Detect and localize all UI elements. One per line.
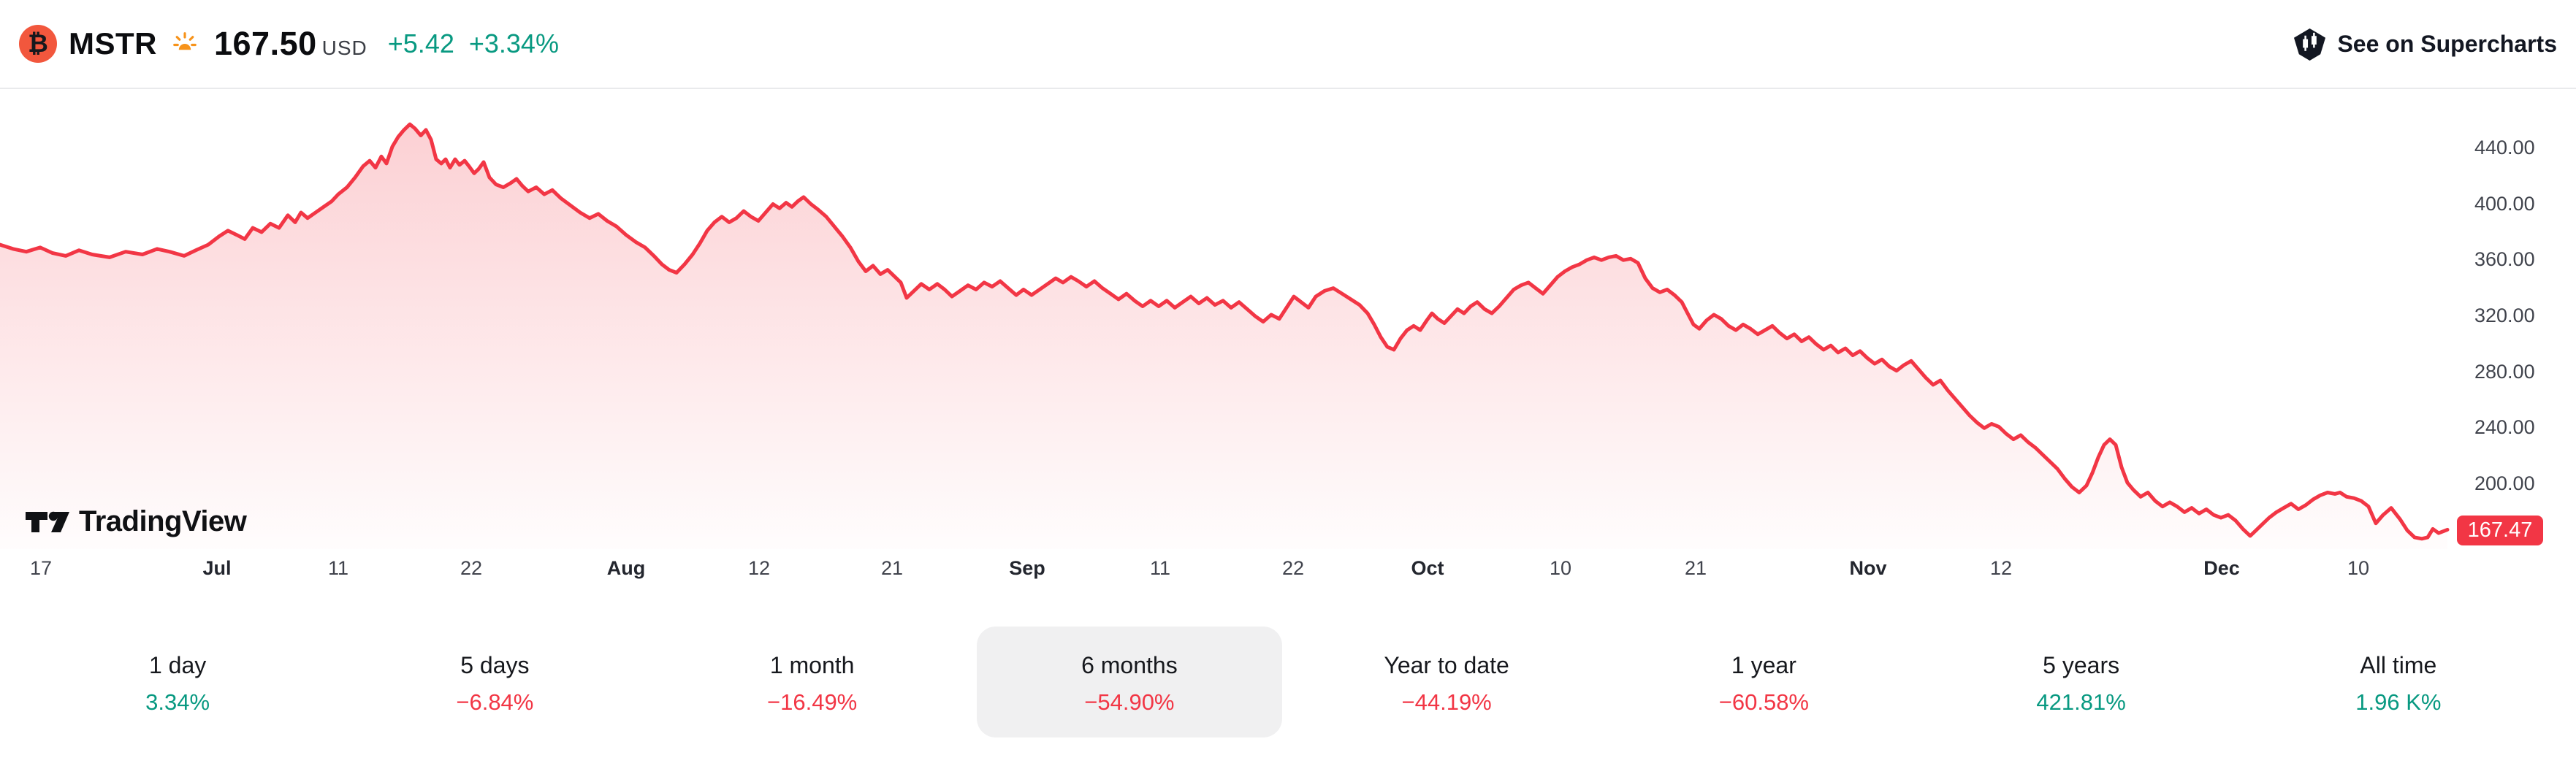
currency-code: USD bbox=[321, 37, 367, 59]
price-group: 167.50 USD bbox=[214, 25, 367, 63]
price-tick-label: 400.00 bbox=[2474, 192, 2535, 215]
period-tab-change: −44.19% bbox=[1401, 689, 1492, 715]
price-tick-label: 240.00 bbox=[2474, 416, 2535, 439]
period-tab-label: 5 years bbox=[2043, 652, 2120, 678]
period-tab-all-time[interactable]: All time 1.96 K% bbox=[2246, 627, 2551, 737]
period-tab-1-day[interactable]: 1 day 3.34% bbox=[25, 627, 330, 737]
period-tab-5-days[interactable]: 5 days −6.84% bbox=[342, 627, 647, 737]
period-tab-label: 6 months bbox=[1081, 652, 1178, 678]
period-tab-change: −54.90% bbox=[1084, 689, 1175, 715]
tradingview-logo-icon bbox=[26, 511, 69, 532]
area-fill bbox=[0, 124, 2447, 549]
period-tab-label: 5 days bbox=[460, 652, 530, 678]
tradingview-attribution-link[interactable]: TradingView bbox=[25, 505, 247, 538]
period-tab-1-month[interactable]: 1 month −16.49% bbox=[660, 627, 965, 737]
day-tick-label: 21 bbox=[880, 557, 904, 579]
period-tab-change: 421.81% bbox=[2036, 689, 2126, 715]
period-tab-label: 1 year bbox=[1731, 652, 1796, 678]
bitcoin-logo-icon: ₿ bbox=[19, 25, 57, 63]
day-tick-label: 11 bbox=[1149, 557, 1171, 579]
month-tick-label: Dec bbox=[2203, 557, 2240, 579]
price-line bbox=[0, 122, 2450, 541]
month-tick-label: Oct bbox=[1411, 557, 1444, 579]
price-tick-label: 200.00 bbox=[2474, 472, 2535, 494]
period-tab-label: 1 day bbox=[148, 652, 207, 678]
period-tab-label: Year to date bbox=[1384, 652, 1509, 678]
price-tick-label: 280.00 bbox=[2474, 360, 2535, 383]
period-tab-year-to-date[interactable]: Year to date −44.19% bbox=[1294, 627, 1599, 737]
day-tick-label: 21 bbox=[1684, 557, 1707, 579]
month-tick-label: Jul bbox=[202, 557, 232, 579]
period-tab-change: 1.96 K% bbox=[2355, 689, 2442, 715]
period-tab-5-years[interactable]: 5 years 421.81% bbox=[1929, 627, 2234, 737]
period-tab-6-months[interactable]: 6 months −54.90% bbox=[976, 627, 1282, 737]
see-on-supercharts-link[interactable]: See on Supercharts bbox=[2293, 27, 2557, 61]
supercharts-label: See on Supercharts bbox=[2337, 30, 2557, 57]
day-tick-label: 12 bbox=[747, 557, 771, 579]
period-tab-1-year[interactable]: 1 year −60.58% bbox=[1611, 627, 1916, 737]
price-change: +5.42 +3.34% bbox=[388, 28, 559, 59]
day-tick-label: 11 bbox=[327, 557, 349, 579]
period-tab-change: −16.49% bbox=[767, 689, 858, 715]
month-tick-label: Nov bbox=[1849, 557, 1887, 579]
tradingview-wordmark: TradingView bbox=[79, 505, 247, 537]
day-tick-label: 22 bbox=[460, 557, 483, 579]
change-absolute: +5.42 bbox=[387, 28, 454, 58]
period-selector: 1 day 3.34% 5 days −6.84% 1 month −16.49% 6 mo… bbox=[19, 627, 2557, 737]
price-tick-label: 320.00 bbox=[2474, 304, 2535, 326]
day-tick-label: 22 bbox=[1281, 557, 1305, 579]
day-tick-label: 10 bbox=[2347, 557, 2370, 579]
day-tick-label: 12 bbox=[1989, 557, 2013, 579]
price-tick-label: 440.00 bbox=[2474, 136, 2535, 158]
last-price: 167.50 bbox=[214, 25, 317, 62]
supercharts-logo-icon bbox=[2294, 28, 2326, 61]
market-open-sun-icon bbox=[172, 31, 198, 57]
month-tick-label: Sep bbox=[1009, 557, 1045, 579]
symbol-name: MSTR bbox=[69, 26, 157, 61]
change-percent: +3.34% bbox=[468, 28, 559, 58]
last-price-tag: 167.47 bbox=[2457, 516, 2543, 545]
header: ₿ MSTR 167.50 USD +5.42 +3.34% Se bbox=[19, 22, 2557, 66]
day-tick-label: 10 bbox=[1549, 557, 1572, 579]
period-tab-change: −60.58% bbox=[1718, 689, 1809, 715]
period-tab-change: 3.34% bbox=[145, 689, 210, 715]
period-tab-change: −6.84% bbox=[456, 689, 534, 715]
price-tick-label: 360.00 bbox=[2474, 248, 2535, 271]
day-tick-label: 17 bbox=[29, 557, 53, 579]
month-tick-label: Aug bbox=[606, 557, 646, 579]
period-tab-label: 1 month bbox=[769, 652, 855, 678]
period-tab-label: All time bbox=[2360, 652, 2437, 678]
